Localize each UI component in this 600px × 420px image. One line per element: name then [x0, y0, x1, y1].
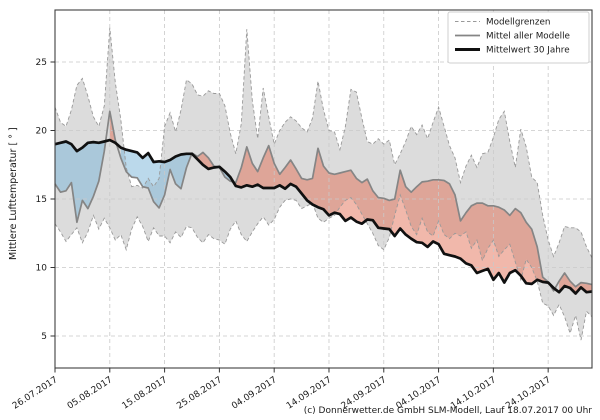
model-mean-line: [54, 110, 593, 292]
y-tick-label: 25: [36, 58, 47, 68]
y-tick-label: 20: [36, 127, 48, 137]
copyright-note: (c) Donnerwetter.de GmbH SLM-Modell, Lau…: [304, 406, 593, 416]
plot-frame: [54, 9, 593, 369]
warmer-than-normal-fill: [109, 111, 117, 144]
legend-item-mittelwert-30-jahre: Mittelwert 30 Jahre: [455, 46, 570, 56]
x-tick-label: 26.07.2017: [11, 375, 60, 411]
y-tick-label: 15: [36, 195, 47, 205]
legend: Modellgrenzen Mittel aller Modelle Mitte…: [447, 11, 590, 64]
x-tick-label: 04.09.2017: [230, 375, 279, 411]
x-tick-label: 25.08.2017: [175, 375, 224, 411]
x-tick-label: 05.08.2017: [66, 375, 115, 411]
plot-area: 5 10 15 20 25 26.07.2017 05.08.2017 15.08.2017 2…: [11, 9, 593, 412]
legend-item-modellgrenzen: Modellgrenzen: [455, 18, 550, 28]
y-axis-title: Mittlere Lufttemperatur [ ° ]: [8, 127, 19, 260]
legend-label-modellgrenzen: Modellgrenzen: [486, 18, 550, 28]
legend-item-mittel-aller-modelle: Mittel aller Modelle: [455, 32, 570, 42]
y-tick-label: 5: [41, 332, 47, 342]
cooler-than-normal-fill: [120, 147, 192, 208]
model-range-band: [55, 27, 592, 341]
legend-box: [447, 11, 590, 64]
legend-label-mittelwert-30-jahre: Mittelwert 30 Jahre: [486, 46, 570, 56]
climate-mean-line: [54, 138, 593, 295]
x-tick-label: 15.08.2017: [121, 375, 170, 411]
cooler-than-normal-fill: [55, 141, 106, 223]
legend-label-mittel-aller-modelle: Mittel aller Modelle: [486, 32, 570, 42]
warmer-than-normal-fill: [235, 145, 550, 284]
y-tick-label: 10: [36, 264, 48, 274]
model-bounds-lower-line: [54, 193, 593, 341]
model-bounds-upper-line: [54, 27, 593, 259]
